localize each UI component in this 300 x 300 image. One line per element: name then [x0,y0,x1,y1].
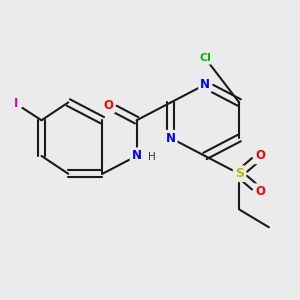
Text: N: N [132,149,142,162]
Text: Cl: Cl [199,53,211,63]
Text: O: O [255,185,265,198]
Text: H: H [148,152,156,162]
Text: O: O [255,149,265,162]
Text: I: I [14,98,18,110]
Text: S: S [235,167,244,180]
Text: N: N [200,78,210,91]
Text: N: N [132,149,142,162]
Text: O: O [103,99,113,112]
Text: N: N [166,132,176,145]
